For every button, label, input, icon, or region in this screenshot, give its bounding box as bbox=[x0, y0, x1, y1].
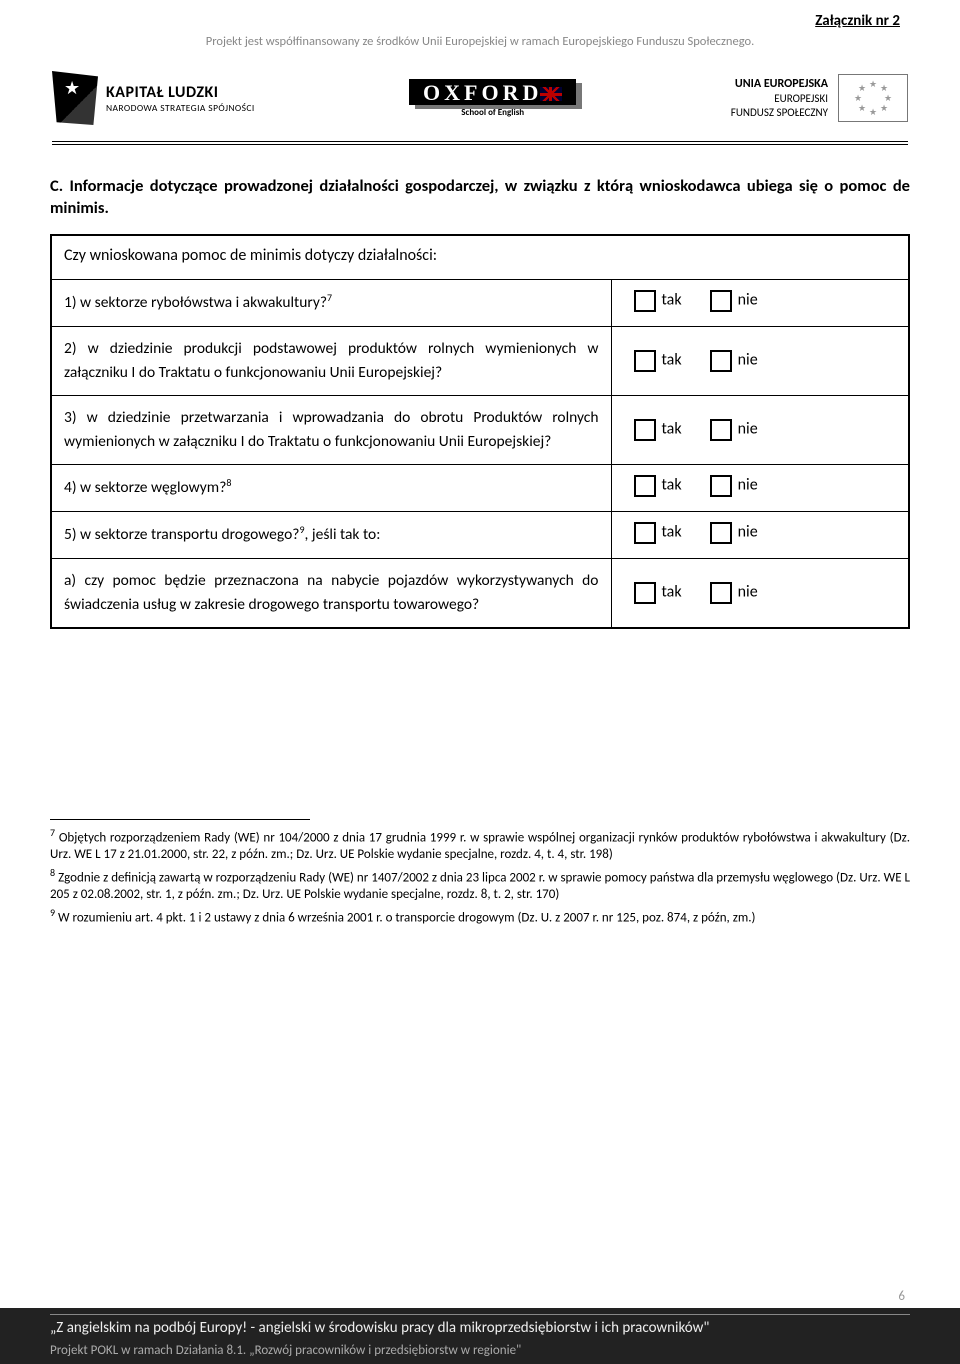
kl-subtitle: NARODOWA STRATEGIA SPÓJNOŚCI bbox=[106, 102, 255, 114]
eu-line1: UNIA EUROPEJSKA bbox=[731, 77, 828, 92]
q5-text: 5) w sektorze transportu drogowego? bbox=[64, 525, 299, 544]
question-6a: a) czy pomoc będzie przeznaczona na naby… bbox=[51, 558, 611, 628]
kl-star-icon bbox=[52, 71, 98, 125]
checkbox-q6-tak[interactable] bbox=[634, 582, 656, 604]
eu-logo-block: UNIA EUROPEJSKA EUROPEJSKI FUNDUSZ SPOŁE… bbox=[731, 74, 908, 122]
label-tak: tak bbox=[662, 522, 682, 541]
eu-line2: EUROPEJSKI bbox=[731, 92, 828, 106]
banner-line1: „Z angielskim na podbój Europy! - angiel… bbox=[50, 1319, 910, 1337]
footnote-8-text: Zgodnie z definicją zawartą w rozporządz… bbox=[50, 870, 910, 902]
banner-line2: Projekt POKL w ramach Działania 8.1. „Ro… bbox=[50, 1343, 910, 1358]
kl-title: KAPITAŁ LUDZKI bbox=[106, 83, 255, 102]
footnote-9-text: W rozumieniu art. 4 pkt. 1 i 2 ustawy z … bbox=[58, 910, 755, 925]
checkbox-q5-tak[interactable] bbox=[634, 522, 656, 544]
kapital-ludzki-logo: KAPITAŁ LUDZKI NARODOWA STRATEGIA SPÓJNO… bbox=[52, 71, 255, 125]
checkbox-q4-tak[interactable] bbox=[634, 475, 656, 497]
label-nie: nie bbox=[738, 290, 758, 309]
checkbox-q3-tak[interactable] bbox=[634, 419, 656, 441]
q4-footnote-ref: 8 bbox=[226, 476, 231, 489]
label-tak: tak bbox=[662, 475, 682, 494]
footer-banner: „Z angielskim na podbój Europy! - angiel… bbox=[0, 1308, 960, 1364]
question-1: 1) w sektorze rybołówstwa i akwakultury?… bbox=[51, 279, 611, 326]
footnote-num-7: 7 bbox=[50, 826, 55, 839]
checkbox-q6-nie[interactable] bbox=[710, 582, 732, 604]
oxford-label: OXFORD bbox=[423, 80, 542, 105]
oxford-logo: OXFORD School of English bbox=[409, 79, 576, 118]
q1-text: 1) w sektorze rybołówstwa i akwakultury? bbox=[64, 293, 327, 312]
label-tak: tak bbox=[662, 419, 682, 438]
divider-thick bbox=[52, 141, 908, 142]
q1-footnote-ref: 7 bbox=[327, 291, 332, 304]
footnote-num-8: 8 bbox=[50, 866, 55, 879]
checkbox-q2-tak[interactable] bbox=[634, 350, 656, 372]
table-intro: Czy wnioskowana pomoc de minimis dotyczy… bbox=[51, 235, 909, 280]
divider-thin bbox=[52, 144, 908, 145]
footnote-num-9: 9 bbox=[50, 906, 55, 919]
oxford-box: OXFORD bbox=[409, 79, 576, 105]
question-4: 4) w sektorze węglowym?8 bbox=[51, 464, 611, 511]
q4-text: 4) w sektorze węglowym? bbox=[64, 478, 226, 497]
answer-1: tak nie bbox=[611, 279, 909, 326]
oxford-subtitle: School of English bbox=[409, 107, 576, 118]
label-nie: nie bbox=[738, 522, 758, 541]
answer-6a: tak nie bbox=[611, 558, 909, 628]
cofinance-note: Projekt jest współfinansowany ze środków… bbox=[50, 34, 910, 49]
checkbox-q1-nie[interactable] bbox=[710, 290, 732, 312]
answer-2: tak nie bbox=[611, 326, 909, 395]
footnote-separator bbox=[50, 819, 310, 820]
answer-5: tak nie bbox=[611, 511, 909, 558]
uk-flag-icon bbox=[540, 87, 562, 101]
logo-bar: KAPITAŁ LUDZKI NARODOWA STRATEGIA SPÓJNO… bbox=[50, 63, 910, 133]
checkbox-q1-tak[interactable] bbox=[634, 290, 656, 312]
question-5: 5) w sektorze transportu drogowego?9, je… bbox=[51, 511, 611, 558]
checkbox-q2-nie[interactable] bbox=[710, 350, 732, 372]
question-3: 3) w dziedzinie przetwarzania i wprowadz… bbox=[51, 395, 611, 464]
question-2: 2) w dziedzinie produkcji podstawowej pr… bbox=[51, 326, 611, 395]
q5-suffix: , jeśli tak to: bbox=[305, 525, 381, 544]
label-tak: tak bbox=[662, 582, 682, 601]
checkbox-q4-nie[interactable] bbox=[710, 475, 732, 497]
footnotes: 7 Objętych rozporządzeniem Rady (WE) nr … bbox=[50, 826, 910, 927]
label-nie: nie bbox=[738, 419, 758, 438]
questions-table: Czy wnioskowana pomoc de minimis dotyczy… bbox=[50, 234, 910, 629]
section-c-title: C. Informacje dotyczące prowadzonej dzia… bbox=[50, 175, 910, 220]
label-nie: nie bbox=[738, 475, 758, 494]
eu-flag-icon: ★ ★ ★ ★ ★ ★ ★ ★ bbox=[838, 74, 908, 122]
label-nie: nie bbox=[738, 582, 758, 601]
answer-3: tak nie bbox=[611, 395, 909, 464]
attachment-label: Załącznik nr 2 bbox=[50, 0, 910, 30]
eu-line3: FUNDUSZ SPOŁECZNY bbox=[731, 106, 828, 120]
page-number: 6 bbox=[898, 1289, 905, 1304]
checkbox-q5-nie[interactable] bbox=[710, 522, 732, 544]
checkbox-q3-nie[interactable] bbox=[710, 419, 732, 441]
answer-4: tak nie bbox=[611, 464, 909, 511]
label-tak: tak bbox=[662, 290, 682, 309]
footnote-7-text: Objętych rozporządzeniem Rady (WE) nr 10… bbox=[50, 830, 910, 862]
label-nie: nie bbox=[738, 350, 758, 369]
label-tak: tak bbox=[662, 350, 682, 369]
